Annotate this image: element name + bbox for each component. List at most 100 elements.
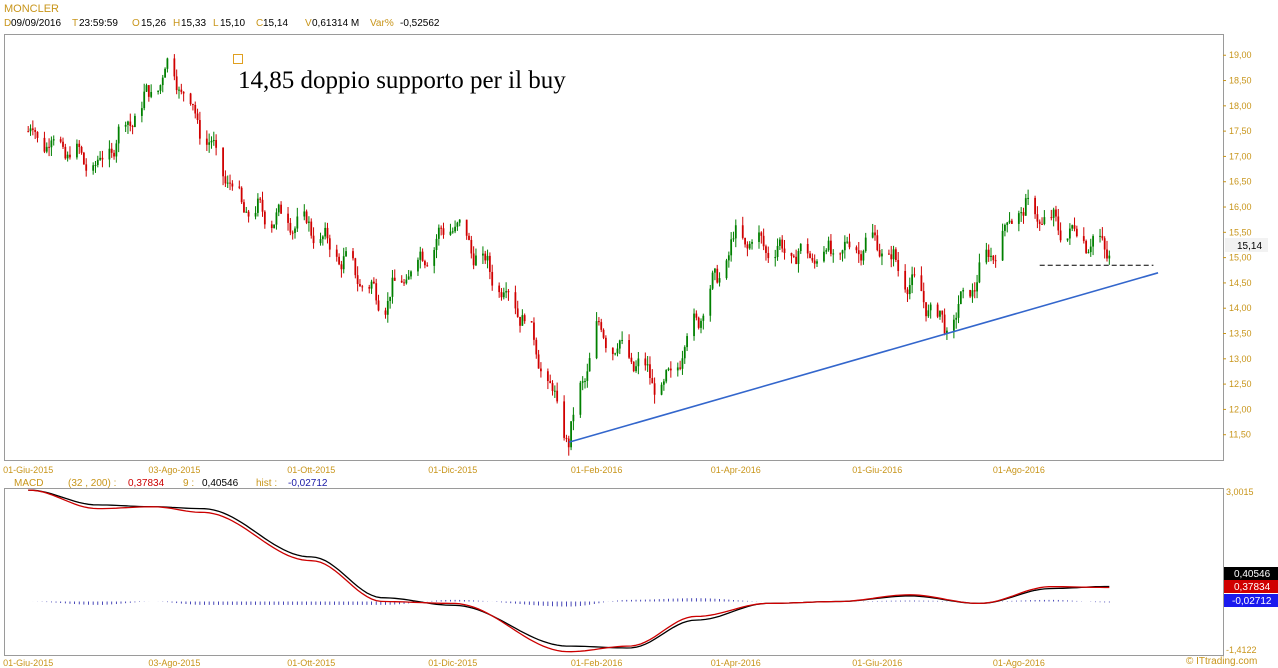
candle-body: [66, 154, 69, 159]
candle-body: [523, 315, 526, 322]
candle-body: [744, 237, 746, 245]
macd-value: 0,37834: [128, 478, 165, 489]
candle-body: [614, 353, 617, 355]
candle-body: [384, 310, 387, 315]
candle-body: [421, 251, 424, 262]
candle-body: [730, 239, 733, 256]
y-tick-label: 13,00: [1229, 354, 1252, 364]
y-tick-label: 14,50: [1229, 278, 1252, 288]
candle-body: [920, 275, 923, 292]
candle-body: [716, 268, 719, 283]
candle-body: [238, 186, 241, 188]
macd-panel-frame: [4, 488, 1224, 656]
macd-hist-box: [1224, 594, 1278, 607]
candle-body: [1036, 214, 1039, 222]
candle-body: [29, 128, 32, 132]
candle-body: [377, 300, 380, 311]
candle-body: [827, 240, 830, 251]
candle-body: [491, 271, 494, 286]
candle-body: [424, 261, 426, 266]
macd-header: MACD (32 , 200) : 0,37834 9 : 0,40546 hi…: [14, 478, 328, 489]
candle-body: [604, 337, 607, 349]
candle-body: [892, 249, 895, 260]
candle-body: [927, 310, 930, 317]
annotation-anchor-square[interactable]: [233, 54, 243, 64]
y-tick-label: 15,50: [1229, 227, 1252, 237]
candle-body: [533, 322, 535, 340]
brand-footer[interactable]: © ITtrading.com: [1186, 656, 1257, 667]
macd-value-box: [1224, 580, 1278, 593]
candle-body: [134, 115, 136, 127]
y-tick-label: 16,00: [1229, 202, 1252, 212]
candle-body: [570, 421, 572, 448]
candle-body: [34, 129, 37, 132]
candle-body: [1043, 217, 1046, 225]
candle-body: [649, 364, 651, 379]
candle-body: [482, 253, 484, 256]
y-tick-label: 15,00: [1229, 253, 1252, 263]
candle-body: [143, 91, 146, 109]
candle-body: [952, 319, 955, 331]
candle-body: [857, 250, 860, 255]
candle-body: [908, 285, 911, 295]
candle-body: [359, 283, 361, 287]
candle-body: [776, 245, 779, 258]
candle-body: [553, 390, 556, 392]
candle-body: [762, 235, 765, 247]
candle-body: [189, 93, 192, 105]
candle-body: [451, 231, 454, 233]
candle-body: [700, 320, 702, 328]
candle-body: [686, 336, 688, 348]
candle-body: [391, 277, 394, 297]
candle-body: [113, 152, 115, 157]
candle-body: [117, 126, 120, 144]
candle-body: [693, 313, 695, 337]
x-tick-label: 01-Dic-2015: [428, 658, 477, 668]
candle-body: [335, 249, 338, 257]
macd-hist-box-label: -0,02712: [1232, 596, 1272, 607]
candle-body: [725, 260, 728, 279]
support-trendline[interactable]: [568, 272, 1159, 444]
candle-body: [465, 219, 468, 236]
candle-body: [1057, 216, 1060, 231]
candlestick-series: [27, 54, 1111, 456]
candle-body: [741, 225, 744, 238]
candle-body: [147, 85, 150, 97]
candle-body: [131, 125, 134, 127]
candle-body: [959, 291, 962, 304]
candle-body: [616, 348, 619, 354]
price-x-axis: 01-Giu-2015 03-Ago-2015 01-Ott-2015 01-Dic-…: [3, 465, 1045, 475]
candle-body: [372, 281, 375, 284]
candle-body: [586, 371, 589, 381]
candle-body: [579, 382, 582, 415]
candle-body: [205, 138, 208, 145]
candle-body: [486, 255, 489, 261]
candle-body: [127, 121, 129, 125]
candle-body: [792, 255, 795, 257]
candle-body: [637, 358, 640, 367]
candle-body: [874, 232, 876, 236]
candle-body: [488, 255, 491, 272]
candle-body: [978, 262, 981, 283]
candle-body: [709, 288, 712, 316]
candle-body: [458, 219, 461, 223]
candle-body: [976, 282, 978, 292]
candle-body: [876, 235, 879, 251]
macd-histogram: [32, 598, 1110, 607]
candle-body: [386, 300, 389, 315]
annotation-text: 14,85 doppio supporto per il buy: [238, 67, 566, 94]
candle-body: [955, 317, 958, 320]
price-panel-frame: [4, 34, 1224, 461]
candle-body: [161, 77, 164, 86]
candle-body: [1099, 235, 1101, 237]
candle-body: [210, 140, 213, 143]
candle-body: [456, 222, 459, 227]
candle-body: [774, 257, 777, 259]
candle-body: [328, 238, 331, 250]
candle-body: [310, 221, 313, 236]
candle-body: [426, 265, 429, 267]
candle-body: [521, 315, 524, 326]
candle-body: [514, 292, 517, 309]
candle-body: [475, 255, 477, 266]
candle-body: [208, 142, 211, 145]
